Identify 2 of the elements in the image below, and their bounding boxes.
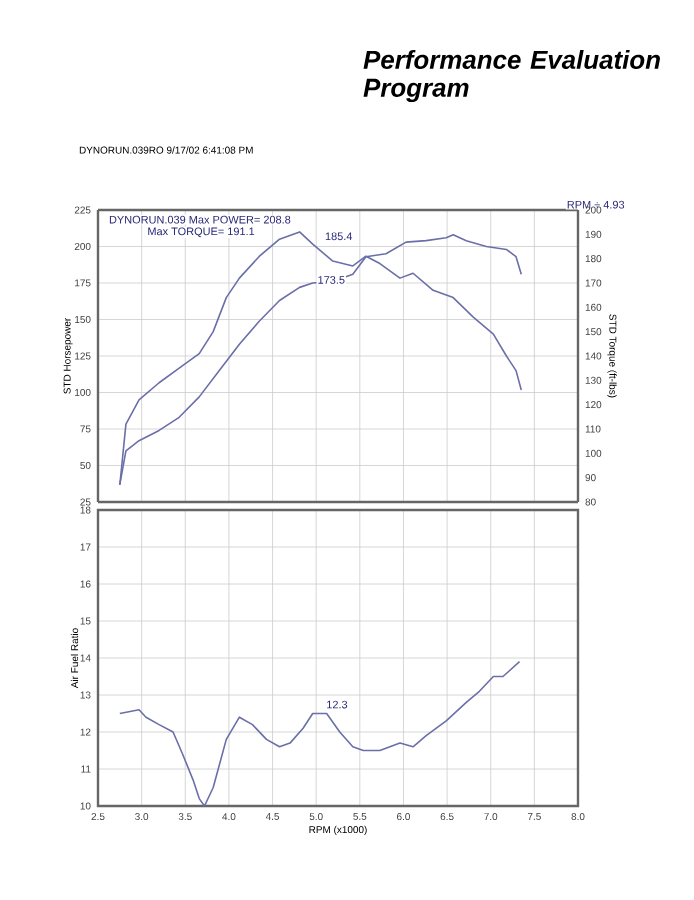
chart-title: Performance Evaluation Program: [363, 49, 660, 103]
line-series: [119, 660, 521, 806]
